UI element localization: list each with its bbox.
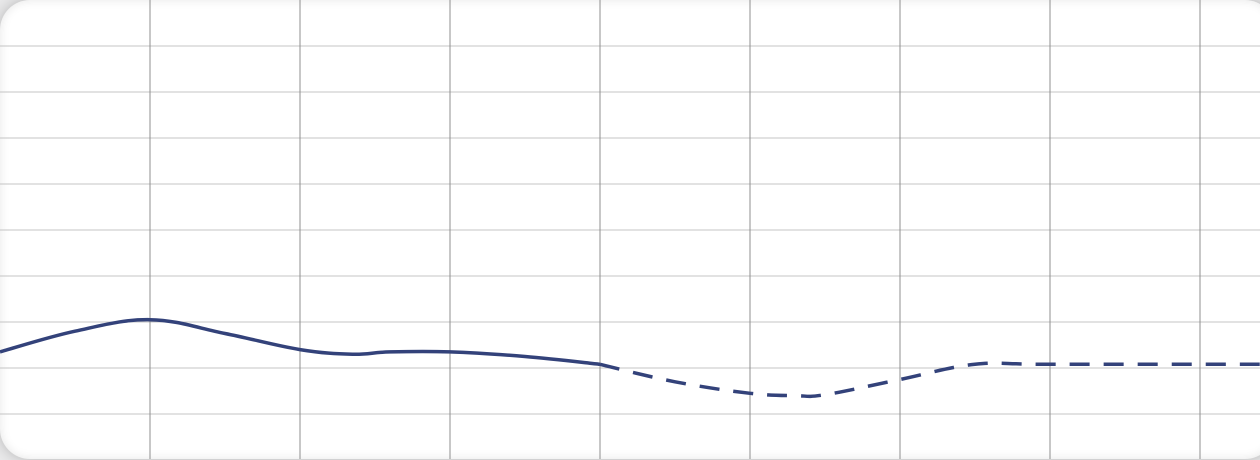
minor-gridlines xyxy=(0,45,1260,415)
major-gridlines xyxy=(149,0,1201,459)
series-line-solid xyxy=(0,317,601,367)
series-line-dashed xyxy=(599,361,1260,399)
series-layer xyxy=(0,317,1260,399)
